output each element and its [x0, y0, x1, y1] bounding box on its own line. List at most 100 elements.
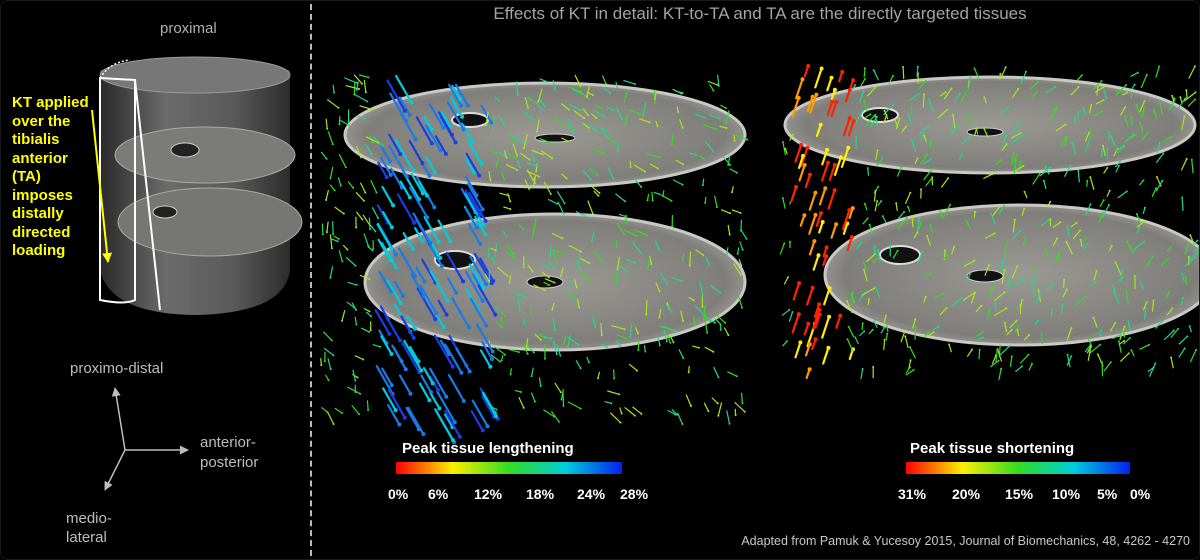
vector-arrow — [534, 101, 543, 111]
vector-arrowhead — [1135, 213, 1138, 216]
vector-arrow — [1136, 213, 1142, 225]
vector-arrow — [403, 339, 423, 372]
vector-arrowhead — [505, 235, 508, 238]
vector-arrow — [679, 119, 684, 129]
vector-arrow — [926, 235, 931, 246]
vector-arrow — [449, 96, 464, 119]
vector-arrowhead — [703, 117, 706, 119]
vector-arrow — [329, 166, 334, 179]
vector-arrowhead — [983, 96, 986, 99]
vector-arrow — [1035, 293, 1041, 305]
vector-arrow — [1191, 240, 1199, 246]
vector-arrow — [675, 159, 684, 165]
vector-arrowhead — [1183, 347, 1186, 350]
vector-arrow — [615, 193, 626, 202]
vector-arrow — [740, 229, 748, 240]
vector-arrowhead — [932, 331, 935, 334]
vector-arrow — [381, 367, 393, 387]
vector-arrowhead — [484, 323, 489, 328]
vector-arrowhead — [1023, 207, 1026, 210]
vector-arrowhead — [927, 98, 930, 101]
vector-arrowhead — [562, 252, 565, 255]
vector-arrowhead — [1013, 218, 1016, 221]
vector-arrow — [604, 401, 612, 404]
vector-arrowhead — [580, 250, 582, 253]
vector-arrow — [695, 113, 706, 119]
vector-arrow — [399, 180, 411, 199]
vector-arrowhead — [927, 331, 930, 334]
vector-arrow — [1193, 245, 1200, 253]
vector-arrowhead — [862, 90, 865, 92]
vector-arrowhead — [465, 103, 470, 108]
vector-arrow — [828, 163, 836, 181]
vector-arrow — [625, 259, 636, 264]
vector-arrow — [381, 185, 395, 207]
vector-arrowhead — [946, 253, 949, 256]
vector-arrowhead — [333, 91, 336, 94]
vector-arrow — [470, 410, 484, 432]
vector-arrowhead — [1132, 133, 1135, 136]
vector-arrow — [1102, 145, 1106, 157]
vector-arrow — [908, 359, 912, 370]
vector-arrowhead — [555, 261, 558, 264]
vector-arrow — [320, 358, 322, 366]
vector-arrow — [543, 181, 552, 195]
vector-arrow — [885, 333, 888, 341]
vector-arrow — [1071, 141, 1077, 155]
vector-arrowhead — [869, 113, 872, 116]
vector-arrowhead — [485, 424, 490, 429]
vector-arrow — [484, 273, 490, 282]
figure-title: Effects of KT in detail: KT-to-TA and TA… — [493, 4, 1027, 23]
vector-arrow — [568, 276, 571, 287]
vector-arrow — [540, 150, 553, 159]
vector-arrowhead — [344, 166, 347, 169]
vector-arrowhead — [670, 310, 673, 313]
vector-arrowhead — [480, 428, 485, 433]
vector-arrow — [366, 136, 379, 144]
vector-arrow — [551, 411, 560, 423]
vector-arrowhead — [606, 346, 609, 349]
vector-arrowhead — [819, 66, 824, 71]
vector-arrow — [1077, 169, 1080, 183]
vector-arrowhead — [709, 320, 712, 323]
vector-arrowhead — [352, 186, 355, 189]
vector-arrow — [423, 216, 440, 243]
vector-arrowhead — [670, 199, 673, 202]
vector-arrowhead — [873, 287, 876, 290]
vector-arrow — [410, 273, 426, 298]
vector-arrow — [910, 105, 913, 117]
vector-arrowhead — [997, 359, 1000, 362]
vector-arrow — [593, 148, 605, 154]
vector-arrow — [464, 207, 478, 229]
vector-arrowhead — [783, 242, 786, 245]
vector-arrow — [943, 87, 953, 100]
vector-arrow — [325, 190, 329, 201]
vector-arrowhead — [1128, 337, 1131, 340]
vector-arrowhead — [850, 293, 853, 296]
vector-arrowhead — [707, 263, 710, 266]
vector-arrowhead — [640, 412, 643, 415]
lengthening-vector-field — [320, 74, 749, 445]
vector-arrowhead — [863, 330, 866, 333]
vector-arrow — [924, 272, 932, 278]
vector-arrow — [565, 292, 579, 301]
vector-arrowhead — [861, 368, 864, 370]
kt-note-line: anterior — [12, 149, 68, 167]
vector-arrowhead — [906, 216, 908, 219]
vector-arrow — [1119, 326, 1126, 341]
vector-arrowhead — [534, 400, 536, 403]
vector-arrowhead — [591, 94, 594, 97]
vector-arrow — [551, 232, 564, 239]
vector-arrow — [873, 190, 877, 202]
vector-arrowhead — [784, 147, 787, 150]
vector-arrowhead — [883, 326, 886, 329]
vector-arrow — [1044, 165, 1050, 175]
vector-arrow — [1114, 144, 1125, 152]
vector-arrow — [1093, 110, 1103, 117]
vector-arrowhead — [880, 200, 883, 203]
vector-arrowhead — [607, 137, 610, 140]
vector-arrow — [999, 345, 1011, 356]
vector-arrow — [362, 214, 371, 227]
vector-arrow — [394, 138, 415, 172]
vector-arrow — [657, 337, 661, 346]
